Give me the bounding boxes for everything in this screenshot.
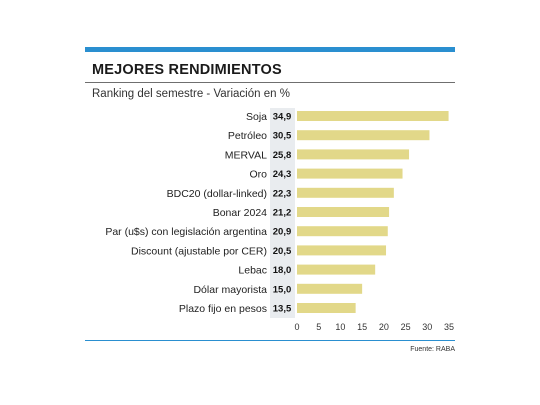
bar	[297, 226, 388, 237]
bar	[297, 245, 387, 256]
value-label: 21,2	[273, 208, 292, 219]
value-label: 25,8	[273, 150, 292, 161]
category-label: Soja	[246, 111, 267, 123]
chart-title: MEJORES RENDIMIENTOS	[92, 62, 282, 78]
category-label: BDC20 (dollar-linked)	[167, 188, 267, 200]
category-label: Lebac	[238, 265, 267, 277]
category-label: Discount (ajustable por CER)	[131, 245, 267, 257]
header-accent-bar	[85, 47, 455, 52]
category-label: Petróleo	[228, 130, 267, 142]
x-tick-label: 25	[401, 322, 411, 332]
value-label: 24,3	[273, 169, 292, 180]
x-tick-label: 0	[294, 322, 299, 332]
value-label: 34,9	[273, 112, 292, 123]
value-label: 20,9	[273, 227, 292, 238]
value-labels-group: 34,9 30,5 25,8 24,3 22,3 21,2 20,9 20,5 18,0 15,0…	[273, 112, 292, 315]
bar	[297, 149, 410, 160]
x-axis-ticks-group: 0 5 10 15 20 25 30 35	[294, 322, 454, 332]
category-label: Bonar 2024	[213, 207, 267, 219]
bar	[297, 207, 390, 217]
bar	[297, 303, 356, 313]
value-label: 20,5	[273, 246, 292, 257]
x-tick-label: 30	[422, 322, 432, 332]
value-label: 22,3	[273, 188, 292, 199]
x-tick-label: 10	[335, 322, 345, 332]
title-divider	[85, 82, 455, 83]
bars-group	[297, 111, 449, 313]
x-tick-label: 15	[357, 322, 367, 332]
category-label: Dólar mayorista	[193, 284, 267, 296]
source-note: Fuente: RABA	[410, 346, 455, 353]
bar	[297, 130, 430, 141]
footer-divider	[85, 340, 455, 341]
category-label: MERVAL	[225, 149, 267, 161]
bar	[297, 264, 376, 275]
bar	[297, 168, 403, 179]
bar	[297, 187, 394, 198]
x-tick-label: 35	[444, 322, 454, 332]
value-label: 13,5	[273, 304, 292, 315]
category-label: Oro	[249, 169, 267, 181]
value-label: 30,5	[273, 131, 292, 142]
bar	[297, 283, 363, 294]
category-label: Plazo fijo en pesos	[179, 303, 267, 315]
x-tick-label: 5	[316, 322, 321, 332]
value-label: 15,0	[273, 284, 292, 295]
value-label: 18,0	[273, 265, 292, 276]
x-tick-label: 20	[379, 322, 389, 332]
chart-subtitle: Ranking del semestre - Variación en %	[92, 88, 290, 100]
value-band	[270, 108, 295, 318]
bar	[297, 111, 449, 121]
category-label: Par (u$s) con legislación argentina	[105, 226, 267, 238]
category-labels-group: Soja Petróleo MERVAL Oro BDC20 (dollar-linke…	[105, 111, 267, 315]
